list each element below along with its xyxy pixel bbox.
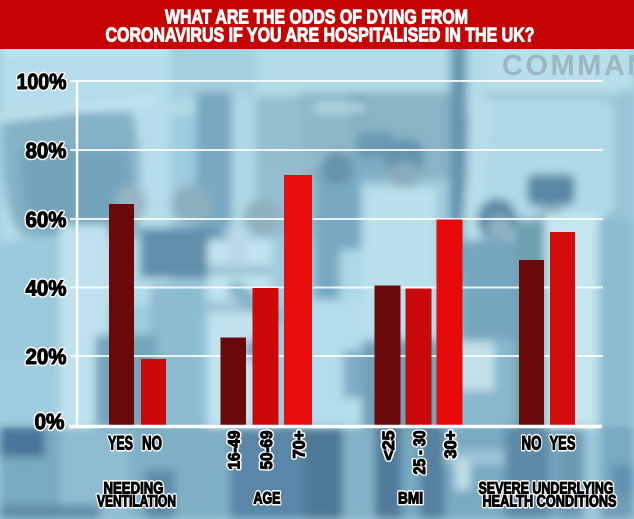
svg-text:WHAT ARE THE ODDS OF DYING FRO: WHAT ARE THE ODDS OF DYING FROM: [165, 6, 468, 28]
svg-text:CORONAVIRUS IF YOU ARE HOSPITA: CORONAVIRUS IF YOU ARE HOSPITALISED IN T…: [106, 25, 535, 47]
svg-text:COMMAN: COMMAN: [502, 50, 634, 82]
